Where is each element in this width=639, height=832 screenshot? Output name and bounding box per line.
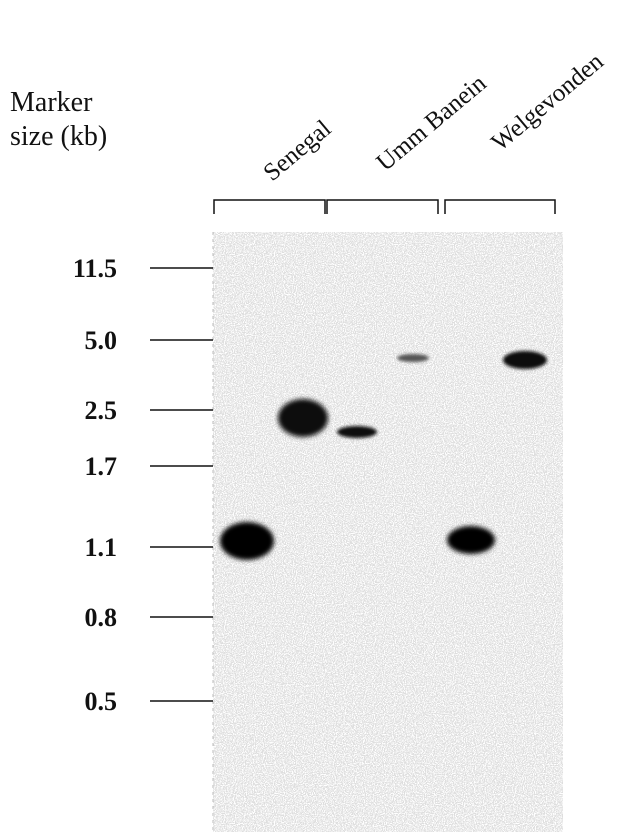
band — [337, 426, 377, 438]
band — [278, 399, 328, 437]
lane-brackets — [213, 199, 556, 214]
band — [220, 522, 274, 560]
gel-background — [213, 232, 563, 832]
bracket — [326, 199, 439, 214]
marker-size: 1.1 — [85, 533, 118, 562]
marker-size: 5.0 — [85, 326, 118, 355]
lane-label: Senegal — [259, 115, 337, 187]
band — [397, 354, 429, 362]
marker-label: Marker — [10, 87, 93, 118]
marker-label: size (kb) — [10, 121, 107, 152]
lane-label: Welgevonden — [487, 48, 610, 157]
marker-size: 0.5 — [85, 687, 118, 716]
bracket — [444, 199, 556, 214]
marker-size: 11.5 — [73, 254, 117, 283]
bands — [220, 351, 547, 560]
marker-size: 2.5 — [85, 396, 118, 425]
marker-ladder: 11.5 5.0 2.5 1.7 1.1 0.8 0.5 — [73, 254, 213, 716]
bracket — [213, 199, 326, 214]
lane-label: Umm Banein — [372, 69, 492, 176]
marker-size: 1.7 — [85, 452, 118, 481]
marker-size: 0.8 — [85, 603, 118, 632]
band — [503, 351, 547, 369]
band — [447, 526, 495, 554]
